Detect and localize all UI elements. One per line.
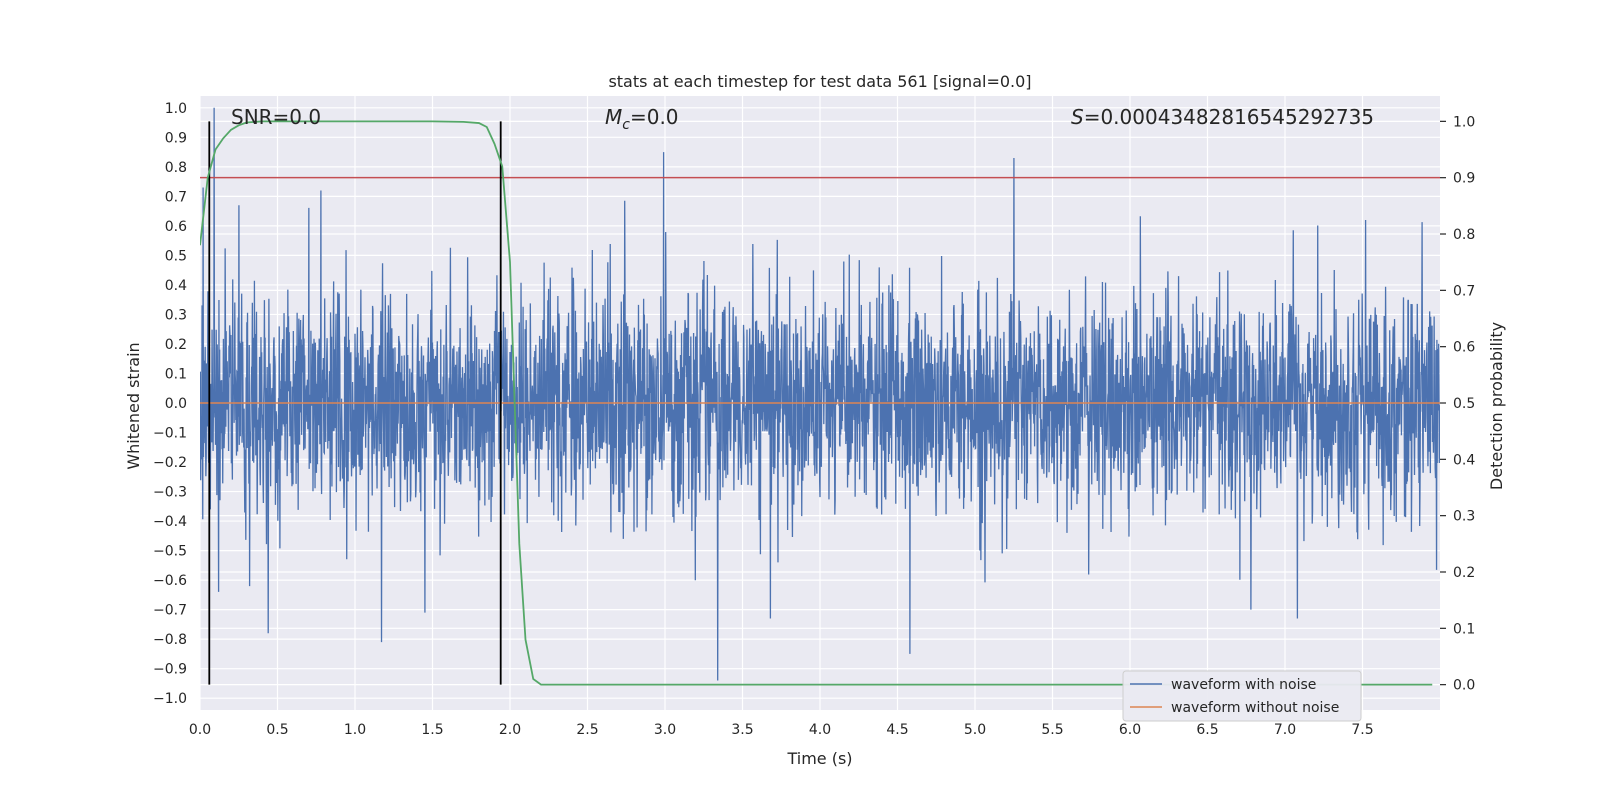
y-tick-label: 0.8 xyxy=(165,160,187,176)
x-tick-label: 7.0 xyxy=(1274,722,1296,738)
legend-box xyxy=(1122,670,1362,722)
y-tick-label: 0.1 xyxy=(165,366,187,382)
y-tick-label: −0.4 xyxy=(153,514,187,530)
x-tick-label: 7.5 xyxy=(1351,722,1373,738)
y2-tick-label: 0.2 xyxy=(1453,565,1475,581)
y2-tick-label: 0.0 xyxy=(1453,678,1475,694)
x-tick-label: 2.5 xyxy=(576,722,598,738)
y2-tick-label: 0.5 xyxy=(1453,396,1475,412)
y2-tick-label: 0.8 xyxy=(1453,227,1475,243)
x-axis-ticks: 0.0 0.5 1.0 1.5 2.0 2.5 3.0 3.5 4.0 4.5 5.0 5.5 6.0 6… xyxy=(189,722,1374,738)
x-tick-label: 2.0 xyxy=(499,722,521,738)
y2-tick-label: 0.6 xyxy=(1453,340,1475,356)
y-tick-label: −1.0 xyxy=(153,691,187,707)
y-tick-label: 0.7 xyxy=(165,189,187,205)
y-tick-label: −0.9 xyxy=(153,662,187,678)
detection-probability-line xyxy=(200,120,1433,686)
y-tick-label: 0.9 xyxy=(165,130,187,146)
x-tick-label: 5.0 xyxy=(964,722,986,738)
x-tick-label: 3.0 xyxy=(654,722,676,738)
y2-tick-label: 0.3 xyxy=(1453,509,1475,525)
x-tick-label: 1.5 xyxy=(421,722,443,738)
y2-axis-ticks: 1.0 0.9 0.8 0.7 0.6 0.5 0.4 0.3 0.2 0.1 0.0 xyxy=(1440,114,1475,694)
y-axis-ticks: 1.0 0.9 0.8 0.7 0.6 0.5 0.4 0.3 0.2 0.1 0.0 −0.1 −0.… xyxy=(153,101,187,707)
y-tick-label: 0.3 xyxy=(165,307,187,323)
y-tick-label: −0.1 xyxy=(153,426,187,442)
y-tick-label: 1.0 xyxy=(165,101,187,117)
x-axis-label: Time (s) xyxy=(786,749,852,768)
y-tick-label: −0.3 xyxy=(153,485,187,501)
y2-tick-label: 0.4 xyxy=(1453,452,1475,468)
x-tick-label: 6.0 xyxy=(1119,722,1141,738)
y-tick-label: 0.0 xyxy=(165,396,187,412)
x-tick-label: 6.5 xyxy=(1196,722,1218,738)
y-tick-label: −0.2 xyxy=(153,455,187,471)
y2-tick-label: 0.7 xyxy=(1453,283,1475,299)
y-tick-label: 0.5 xyxy=(165,248,187,264)
x-tick-label: 4.0 xyxy=(809,722,831,738)
legend-clean-label: waveform without noise xyxy=(1171,700,1339,716)
y2-tick-label: 0.9 xyxy=(1453,171,1475,187)
y-tick-label: 0.2 xyxy=(165,337,187,353)
x-tick-label: 5.5 xyxy=(1041,722,1063,738)
x-tick-label: 1.0 xyxy=(344,722,366,738)
chirp-mass-annotation: Mc=0.0 xyxy=(605,105,679,133)
y2-tick-label: 1.0 xyxy=(1453,114,1475,130)
y-tick-label: −0.5 xyxy=(153,544,187,560)
y-axis-label: Whitened strain xyxy=(124,342,143,469)
chart-title: stats at each timestep for test data 561… xyxy=(608,72,1031,91)
y-tick-label: −0.7 xyxy=(153,603,187,619)
score-annotation: S=0.00043482816545292735 xyxy=(1071,105,1374,129)
y2-tick-label: 0.1 xyxy=(1453,621,1475,637)
y-tick-label: −0.8 xyxy=(153,632,187,648)
y2-axis-label: Detection probability xyxy=(1487,322,1506,490)
x-tick-label: 0.0 xyxy=(189,722,211,738)
y-tick-label: 0.6 xyxy=(165,219,187,235)
x-tick-label: 4.5 xyxy=(886,722,908,738)
legend: waveform with noise waveform without noi… xyxy=(1122,670,1362,722)
x-tick-label: 0.5 xyxy=(266,722,288,738)
snr-annotation: SNR=0.0 xyxy=(231,105,321,129)
waveform-with-noise-line xyxy=(200,107,1440,681)
y-tick-label: 0.4 xyxy=(165,278,187,294)
legend-noise-label: waveform with noise xyxy=(1171,677,1316,693)
series-layer xyxy=(200,107,1440,686)
y-tick-label: −0.6 xyxy=(153,573,187,589)
x-tick-label: 3.5 xyxy=(731,722,753,738)
